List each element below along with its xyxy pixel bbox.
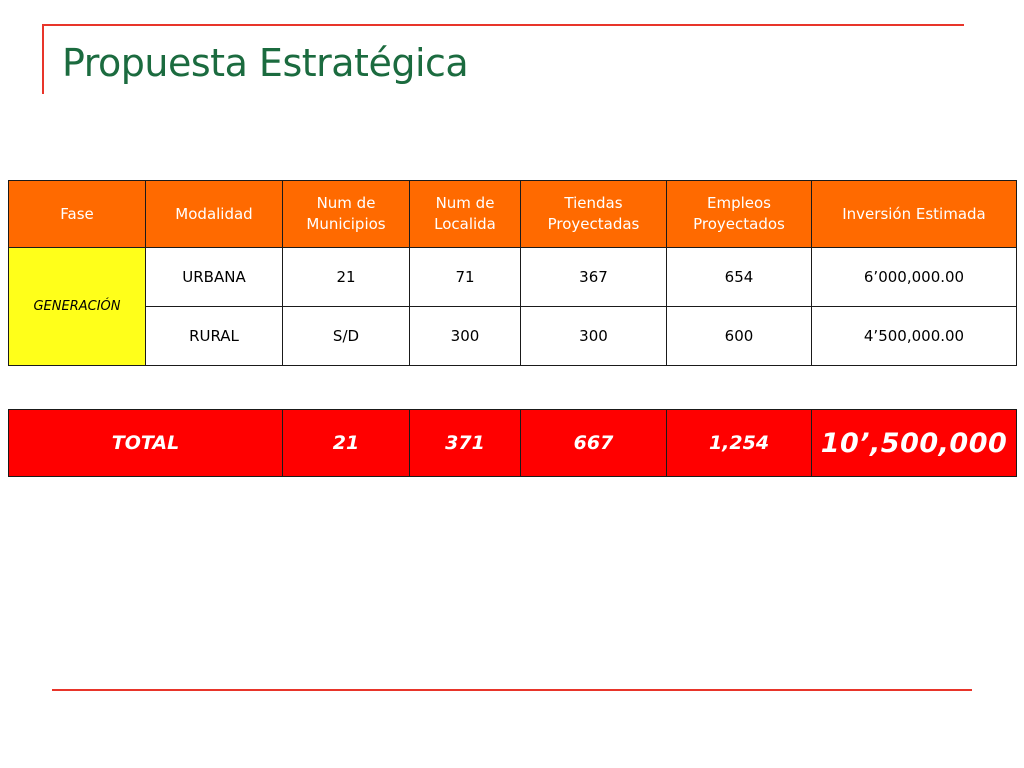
header-localidades: Num de Localida <box>409 180 521 248</box>
cell-municipios: S/D <box>282 306 410 366</box>
slide-title: Propuesta Estratégica <box>62 41 469 85</box>
top-divider <box>42 24 964 26</box>
table-row: RURAL S/D 300 300 600 4’500,000.00 <box>9 306 1017 366</box>
header-empleos: Empleos Proyectados <box>666 180 812 248</box>
header-inversion: Inversión Estimada <box>811 180 1017 248</box>
cell-localidades: 300 <box>409 306 521 366</box>
cell-empleos: 654 <box>666 247 812 307</box>
header-modalidad: Modalidad <box>145 180 283 248</box>
cell-modalidad: RURAL <box>145 306 283 366</box>
header-fase: Fase <box>8 180 146 248</box>
total-municipios: 21 <box>282 409 410 477</box>
totals-row: TOTAL 21 371 667 1,254 10’,500,000 <box>8 409 1017 477</box>
cell-modalidad: URBANA <box>145 247 283 307</box>
cell-tiendas: 367 <box>520 247 667 307</box>
cell-localidades: 71 <box>409 247 521 307</box>
total-inversion: 10’,500,000 <box>811 409 1017 477</box>
table-header-row: Fase Modalidad Num de Municipios Num de … <box>8 180 1017 248</box>
strategy-table: Fase Modalidad Num de Municipios Num de … <box>8 180 1017 366</box>
cell-empleos: 600 <box>666 306 812 366</box>
cell-inversion: 4’500,000.00 <box>811 306 1017 366</box>
total-localidades: 371 <box>409 409 521 477</box>
side-divider <box>42 24 44 94</box>
table-row: GENERACIÓN URBANA 21 71 367 654 6’000,00… <box>8 247 1017 366</box>
header-municipios: Num de Municipios <box>282 180 410 248</box>
totals-table: TOTAL 21 371 667 1,254 10’,500,000 <box>8 409 1017 477</box>
cell-inversion: 6’000,000.00 <box>811 247 1017 307</box>
header-tiendas: Tiendas Proyectadas <box>520 180 667 248</box>
total-empleos: 1,254 <box>666 409 812 477</box>
cell-municipios: 21 <box>282 247 410 307</box>
total-label: TOTAL <box>8 409 283 477</box>
fase-cell: GENERACIÓN <box>8 247 146 366</box>
cell-tiendas: 300 <box>520 306 667 366</box>
total-tiendas: 667 <box>520 409 667 477</box>
bottom-divider <box>52 689 972 691</box>
